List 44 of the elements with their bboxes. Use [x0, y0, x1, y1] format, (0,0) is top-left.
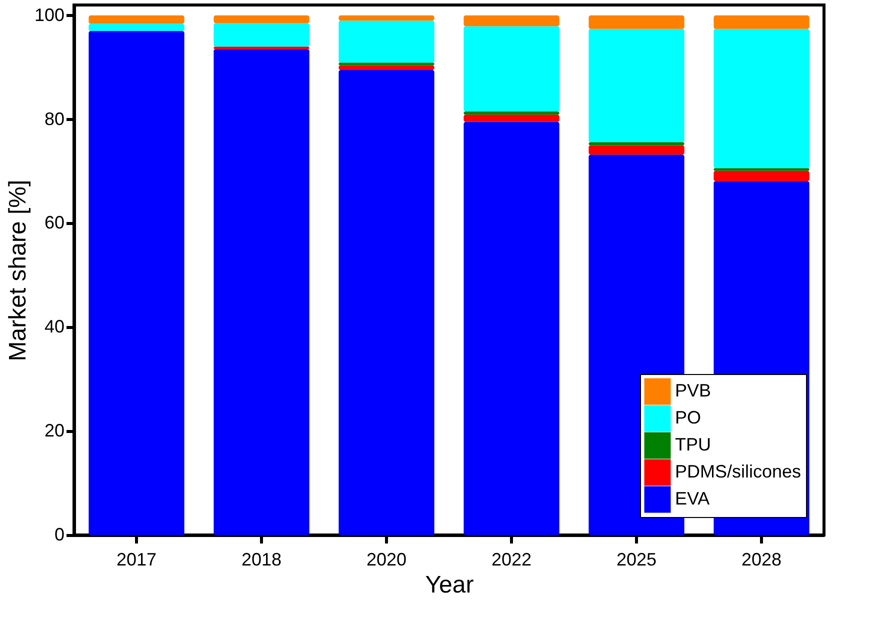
bar [214, 23, 310, 47]
x-tick-label: 2025 [616, 550, 657, 570]
bar [88, 30, 184, 535]
bar [588, 142, 684, 146]
bar [588, 28, 684, 142]
legend-label: EVA [675, 488, 710, 508]
bar [464, 122, 560, 535]
y-tick-label: 20 [44, 420, 64, 441]
bar [88, 15, 184, 24]
x-tick-label: 2017 [116, 550, 157, 570]
x-tick-label: 2028 [741, 550, 782, 570]
bar [588, 15, 684, 29]
bar [464, 112, 560, 115]
bar [214, 49, 310, 535]
legend-label: TPU [675, 434, 711, 454]
x-tick-label: 2022 [491, 550, 532, 570]
y-tick-label: 100 [34, 4, 64, 25]
bar [714, 28, 810, 168]
bar [338, 20, 434, 63]
bar [214, 46, 310, 50]
bar [464, 26, 560, 112]
bar [88, 24, 184, 31]
bar [464, 114, 560, 122]
y-tick-label: 60 [44, 212, 64, 233]
legend-label: PO [675, 408, 702, 428]
x-tick-label: 2020 [366, 550, 407, 570]
x-tick-label: 2018 [241, 550, 282, 570]
bar [338, 70, 434, 535]
legend-label: PDMS/silicones [675, 462, 802, 482]
y-tick-label: 80 [44, 108, 64, 129]
y-axis-title: Market share [%] [4, 180, 32, 362]
bar [214, 15, 310, 24]
bar [338, 15, 434, 21]
x-axis-title: Year [425, 572, 474, 598]
bar [714, 15, 810, 29]
bar [714, 170, 810, 182]
bar [714, 168, 810, 171]
bar [338, 65, 434, 70]
legend-label: PVB [675, 380, 712, 400]
bar [338, 62, 434, 66]
y-tick-label: 40 [44, 316, 64, 337]
y-tick-label: 0 [54, 524, 64, 544]
bar [588, 145, 684, 155]
bar [464, 15, 560, 26]
